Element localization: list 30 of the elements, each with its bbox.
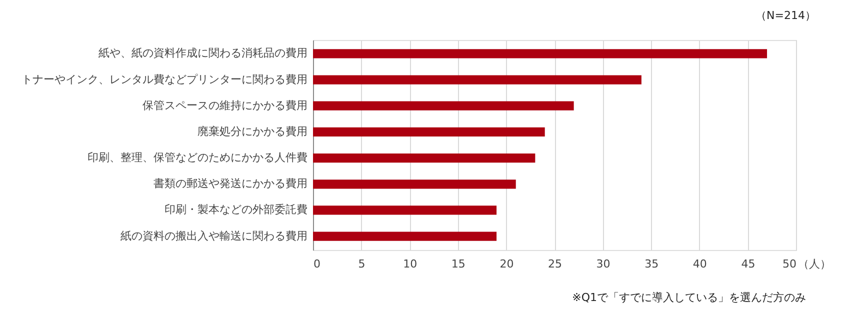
x-tick-label: 25 <box>548 258 562 270</box>
bar <box>313 75 642 84</box>
y-tick-label: 保管スペースの維持にかかる費用 <box>142 98 308 112</box>
x-tick-label: 35 <box>644 258 659 270</box>
x-tick-label: 40 <box>692 258 707 270</box>
x-axis-title: （人） <box>798 258 831 270</box>
bar <box>313 101 574 110</box>
y-tick-label: トナーやインク、レンタル費などプリンターに関わる費用 <box>22 72 308 86</box>
bar <box>313 153 536 163</box>
y-tick-label: 紙や、紙の資料作成に関わる消耗品の費用 <box>98 46 308 60</box>
y-tick-label: 廃棄処分にかかる費用 <box>198 124 308 138</box>
x-tick-label: 10 <box>403 258 418 270</box>
x-tick-label: 30 <box>596 258 610 270</box>
bar <box>313 206 497 215</box>
bar <box>313 232 497 241</box>
x-tick-label: 45 <box>741 258 756 270</box>
y-tick-label: 書類の郵送や発送にかかる費用 <box>154 177 308 190</box>
bar <box>313 180 516 189</box>
y-tick-label: 印刷・製本などの外部委託費 <box>164 203 308 216</box>
x-tick-label: 0 <box>314 258 320 270</box>
text: （N=214） <box>756 9 816 22</box>
bar <box>313 49 768 58</box>
y-tick-label: 紙の資料の搬出入や輸送に関わる費用 <box>120 229 308 242</box>
y-tick-label: 印刷、整理、保管などのためにかかる人件費 <box>88 151 308 164</box>
x-tick-label: 20 <box>500 258 514 270</box>
bar <box>313 127 545 137</box>
text: ※Q1で「すでに導入している」を選んだ方のみ <box>572 291 806 304</box>
x-tick-label: 15 <box>451 258 466 270</box>
x-tick-label: 50 <box>782 258 796 270</box>
x-tick-label: 5 <box>358 258 366 270</box>
